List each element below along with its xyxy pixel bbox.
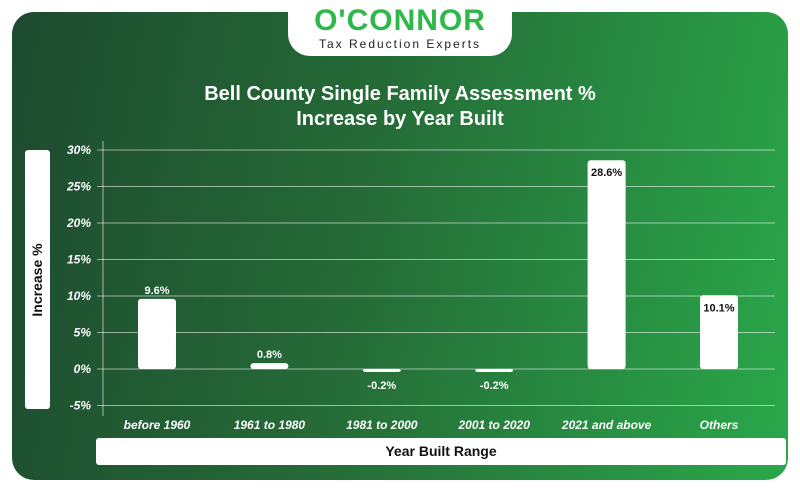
x-tick-label: 1981 to 2000 — [346, 418, 418, 432]
chart-title-line-1: Bell County Single Family Assessment % — [204, 83, 596, 105]
x-axis-label: Year Built Range — [96, 438, 786, 465]
data-label: -0.2% — [480, 380, 509, 392]
x-tick-label: before 1960 — [124, 418, 191, 432]
bar — [362, 369, 401, 372]
x-tick-label: 2001 to 2020 — [458, 418, 531, 432]
bar — [587, 160, 626, 369]
logo-tagline: Tax Reduction Experts — [318, 37, 482, 51]
bar — [475, 369, 514, 372]
data-label: 10.1% — [703, 302, 734, 314]
chart-card — [12, 12, 788, 480]
logo: O'CONNOR Tax Reduction Experts — [288, 0, 512, 56]
chart-title: Bell County Single Family Assessment % I… — [0, 82, 800, 132]
data-label: 0.8% — [257, 349, 282, 361]
y-tick-label: 10% — [67, 289, 91, 303]
data-label: -0.2% — [367, 380, 396, 392]
logo-brand: O'CONNOR — [314, 4, 486, 37]
y-tick-label: 30% — [67, 143, 91, 157]
y-tick-label: -5% — [70, 399, 92, 413]
data-label: 9.6% — [144, 285, 169, 297]
y-tick-label: 0% — [74, 362, 92, 376]
data-label: 28.6% — [591, 167, 622, 179]
chart-title-line-2: Increase by Year Built — [296, 108, 504, 130]
x-tick-label: 2021 and above — [561, 418, 652, 432]
bar — [250, 363, 289, 369]
bar — [700, 295, 738, 369]
y-axis-label-box — [25, 150, 50, 409]
y-tick-label: 5% — [74, 326, 92, 340]
y-tick-label: 15% — [67, 253, 91, 267]
y-tick-label: 20% — [66, 216, 91, 230]
y-tick-label: 25% — [66, 180, 91, 194]
x-tick-label: 1961 to 1980 — [234, 418, 306, 432]
bar — [138, 298, 176, 369]
x-tick-label: Others — [700, 418, 739, 432]
